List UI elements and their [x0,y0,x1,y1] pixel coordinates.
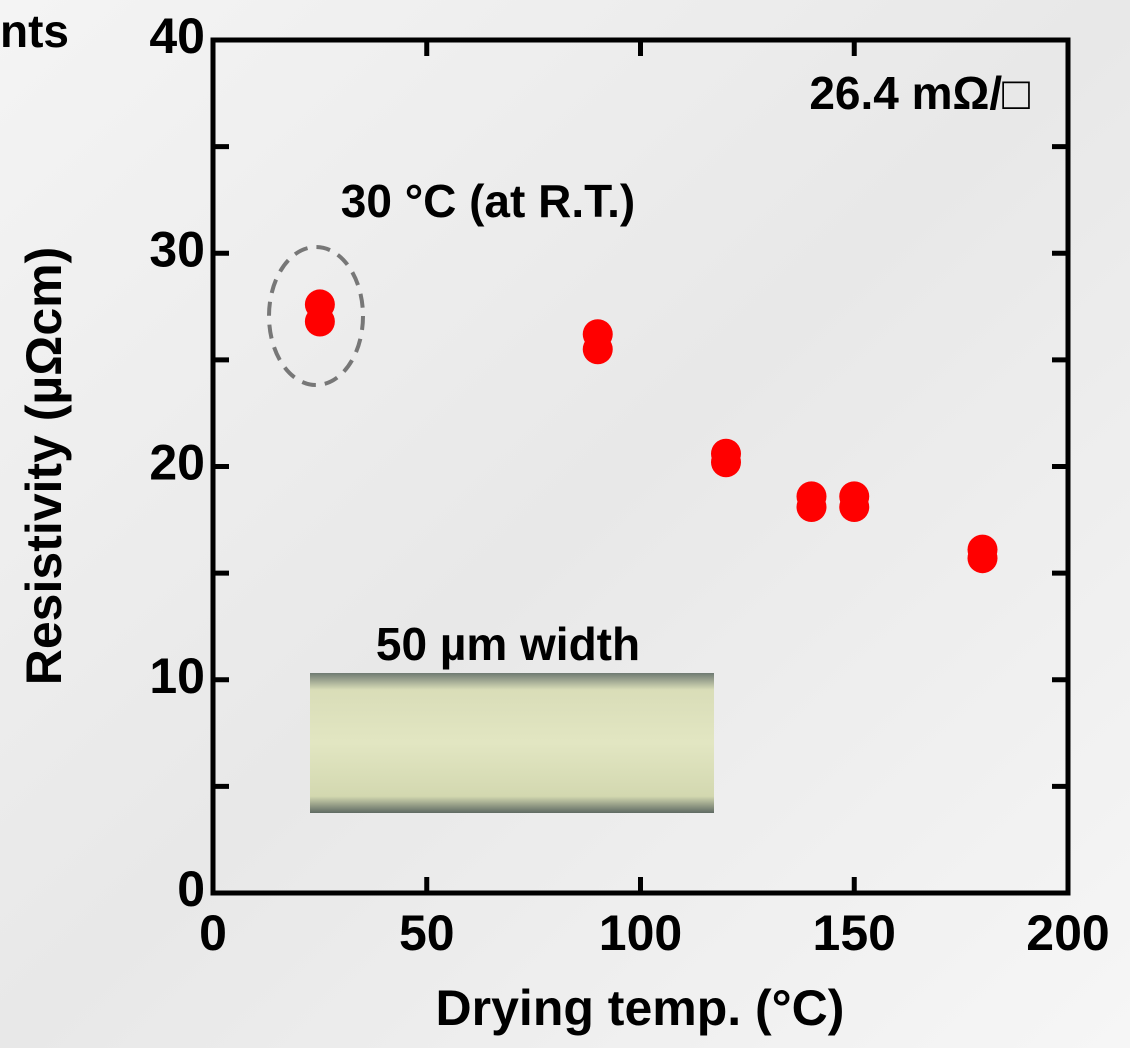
corner-text: nts [0,5,69,57]
x-tick-label: 0 [199,905,227,961]
x-axis-label: Drying temp. (°C) [436,980,845,1036]
y-tick-label: 40 [149,8,205,64]
point [796,492,827,523]
y-tick-label: 30 [149,221,205,277]
y-tick-label: 10 [149,648,205,704]
highlight-ellipse [267,245,365,387]
point [304,306,335,337]
annotation: 30 °C (at R.T.) [341,175,635,227]
point [711,447,741,478]
annotation: 26.4 mΩ/□ [809,67,1030,119]
point [582,334,613,365]
y-tick-label: 20 [149,435,205,491]
y-tick-label: 0 [177,861,205,917]
x-tick-label: 100 [599,905,682,961]
x-tick-label: 200 [1026,905,1109,961]
annotation: 50 µm width [376,618,640,670]
point [967,543,998,574]
x-tick-label: 50 [399,905,455,961]
inset-image [310,673,714,813]
point [839,492,870,523]
x-tick-label: 150 [813,905,896,961]
y-axis-label: Resistivity (µΩcm) [16,247,72,685]
